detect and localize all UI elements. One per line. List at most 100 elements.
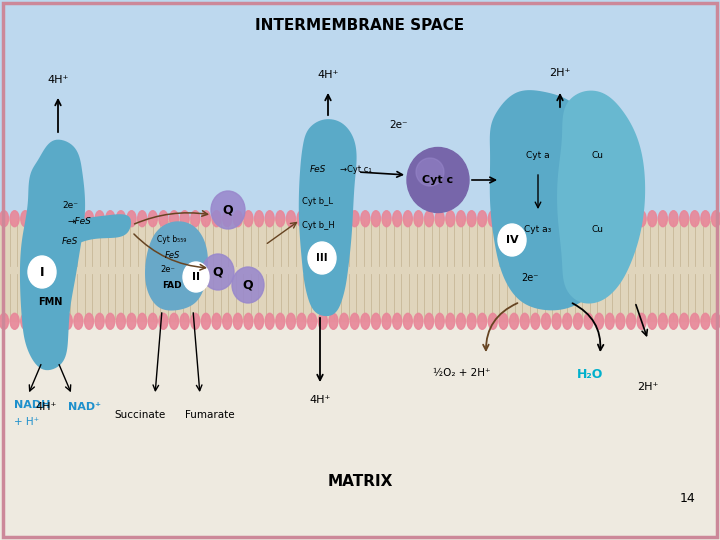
Ellipse shape <box>606 211 614 227</box>
Ellipse shape <box>425 211 433 227</box>
Ellipse shape <box>477 211 487 227</box>
Ellipse shape <box>28 256 56 288</box>
Ellipse shape <box>202 211 210 227</box>
Ellipse shape <box>456 313 465 329</box>
Ellipse shape <box>573 211 582 227</box>
Ellipse shape <box>212 313 221 329</box>
Ellipse shape <box>510 211 518 227</box>
Ellipse shape <box>350 211 359 227</box>
Ellipse shape <box>392 313 402 329</box>
Text: III: III <box>316 253 328 263</box>
Ellipse shape <box>169 313 179 329</box>
Text: FeS: FeS <box>310 165 326 174</box>
Ellipse shape <box>297 313 306 329</box>
Ellipse shape <box>701 313 710 329</box>
Ellipse shape <box>276 313 285 329</box>
Polygon shape <box>299 119 356 316</box>
Ellipse shape <box>307 313 317 329</box>
Ellipse shape <box>521 211 529 227</box>
Ellipse shape <box>10 313 19 329</box>
Text: NADH: NADH <box>14 400 50 410</box>
Text: 4H⁺: 4H⁺ <box>48 75 68 85</box>
Ellipse shape <box>117 313 125 329</box>
Ellipse shape <box>74 313 83 329</box>
Ellipse shape <box>297 211 306 227</box>
Ellipse shape <box>552 211 561 227</box>
Ellipse shape <box>159 211 168 227</box>
Ellipse shape <box>435 211 444 227</box>
Ellipse shape <box>340 211 348 227</box>
Ellipse shape <box>42 211 51 227</box>
Ellipse shape <box>573 313 582 329</box>
Ellipse shape <box>467 211 476 227</box>
Text: Q: Q <box>222 204 233 217</box>
Ellipse shape <box>21 313 30 329</box>
Ellipse shape <box>244 211 253 227</box>
Ellipse shape <box>521 313 529 329</box>
Ellipse shape <box>255 313 264 329</box>
Ellipse shape <box>416 158 444 186</box>
Ellipse shape <box>467 313 476 329</box>
Ellipse shape <box>531 211 540 227</box>
Polygon shape <box>145 221 208 310</box>
Ellipse shape <box>595 313 603 329</box>
Polygon shape <box>490 90 618 310</box>
Ellipse shape <box>361 313 370 329</box>
Ellipse shape <box>233 313 243 329</box>
Ellipse shape <box>690 313 699 329</box>
Text: FeS: FeS <box>62 238 78 246</box>
Ellipse shape <box>202 313 210 329</box>
Ellipse shape <box>435 313 444 329</box>
Ellipse shape <box>191 211 199 227</box>
Text: Fumarate: Fumarate <box>185 410 235 420</box>
Text: 4H⁺: 4H⁺ <box>310 395 330 405</box>
Text: I: I <box>40 266 44 279</box>
Text: 2H⁺: 2H⁺ <box>637 382 659 392</box>
Text: 2e⁻: 2e⁻ <box>521 273 539 283</box>
Ellipse shape <box>372 313 380 329</box>
Ellipse shape <box>95 211 104 227</box>
Ellipse shape <box>658 211 667 227</box>
Text: MATRIX: MATRIX <box>328 475 392 489</box>
Text: 2e⁻: 2e⁻ <box>389 120 408 130</box>
Ellipse shape <box>648 211 657 227</box>
Ellipse shape <box>233 211 243 227</box>
Ellipse shape <box>265 211 274 227</box>
Ellipse shape <box>499 313 508 329</box>
Ellipse shape <box>276 211 285 227</box>
Ellipse shape <box>616 313 625 329</box>
Text: Cu: Cu <box>592 151 604 159</box>
Ellipse shape <box>626 313 636 329</box>
Text: ½O₂ + 2H⁺: ½O₂ + 2H⁺ <box>433 368 491 378</box>
Text: 2e⁻: 2e⁻ <box>161 266 176 274</box>
Ellipse shape <box>211 191 245 229</box>
Ellipse shape <box>414 313 423 329</box>
Ellipse shape <box>711 211 720 227</box>
Ellipse shape <box>183 262 209 292</box>
Ellipse shape <box>340 313 348 329</box>
Text: 2e⁻: 2e⁻ <box>62 200 78 210</box>
Ellipse shape <box>382 211 391 227</box>
Ellipse shape <box>308 242 336 274</box>
Text: Cyt b_L: Cyt b_L <box>302 198 333 206</box>
Ellipse shape <box>711 313 720 329</box>
Text: Cyt b_H: Cyt b_H <box>302 220 334 230</box>
Ellipse shape <box>648 313 657 329</box>
Ellipse shape <box>477 313 487 329</box>
Ellipse shape <box>498 224 526 256</box>
Ellipse shape <box>106 211 114 227</box>
Ellipse shape <box>680 313 688 329</box>
Ellipse shape <box>531 313 540 329</box>
Ellipse shape <box>669 211 678 227</box>
Ellipse shape <box>74 211 83 227</box>
Ellipse shape <box>329 313 338 329</box>
Ellipse shape <box>84 211 94 227</box>
Ellipse shape <box>63 211 72 227</box>
Ellipse shape <box>690 211 699 227</box>
Ellipse shape <box>84 313 94 329</box>
Ellipse shape <box>32 313 40 329</box>
Ellipse shape <box>488 211 498 227</box>
Ellipse shape <box>552 313 561 329</box>
Ellipse shape <box>510 313 518 329</box>
Ellipse shape <box>595 211 603 227</box>
